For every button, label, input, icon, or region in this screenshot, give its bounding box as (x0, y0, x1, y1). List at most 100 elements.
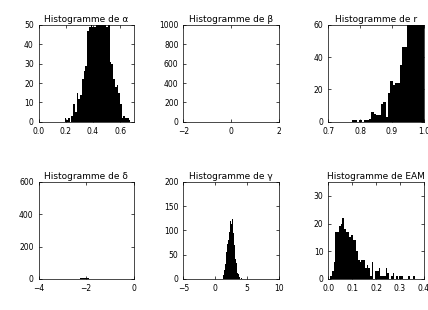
Bar (396, 276, 398, 279)
Bar (89, 27, 91, 122)
Bar (383, 102, 386, 122)
Bar (363, 259, 365, 279)
Bar (87, 31, 89, 122)
Bar (366, 265, 368, 279)
Bar (94, 27, 96, 122)
Bar (122, 118, 123, 122)
Bar (358, 259, 360, 279)
Bar (335, 232, 337, 279)
Title: Histogramme de EAM: Histogramme de EAM (327, 172, 425, 181)
Bar (229, 232, 230, 279)
Bar (115, 87, 116, 122)
Bar (386, 268, 387, 279)
Bar (388, 93, 390, 122)
Bar (376, 115, 378, 122)
Bar (113, 79, 115, 122)
Bar (348, 232, 349, 279)
Bar (339, 226, 341, 279)
Bar (372, 262, 374, 279)
Bar (75, 112, 77, 122)
Bar (344, 229, 346, 279)
Bar (416, 0, 419, 122)
Bar (228, 240, 229, 279)
Bar (375, 271, 377, 279)
Bar (333, 262, 335, 279)
Bar (224, 270, 226, 279)
Bar (125, 118, 127, 122)
Bar (239, 277, 240, 279)
Bar (402, 47, 404, 122)
Bar (390, 82, 393, 122)
Bar (99, 3, 101, 122)
Bar (118, 93, 120, 122)
Bar (81, 278, 83, 279)
Bar (220, 278, 222, 279)
Bar (408, 276, 410, 279)
Bar (78, 99, 80, 122)
Bar (106, 27, 108, 122)
Bar (413, 276, 415, 279)
Bar (234, 245, 235, 279)
Bar (377, 271, 379, 279)
Bar (404, 47, 407, 122)
Title: Histogramme de γ: Histogramme de γ (189, 172, 273, 181)
Bar (65, 118, 66, 122)
Bar (378, 115, 381, 122)
Bar (129, 120, 131, 122)
Bar (387, 273, 389, 279)
Title: Histogramme de δ: Histogramme de δ (44, 172, 128, 181)
Bar (330, 276, 332, 279)
Bar (395, 83, 398, 122)
Bar (352, 120, 354, 122)
Bar (366, 120, 369, 122)
Bar (412, 0, 414, 122)
Bar (360, 120, 362, 122)
Bar (71, 116, 73, 122)
Bar (232, 219, 233, 279)
Bar (110, 62, 111, 122)
Bar (233, 233, 234, 279)
Bar (419, 0, 421, 122)
Bar (120, 104, 122, 122)
Bar (410, 15, 412, 122)
Bar (386, 117, 388, 122)
Bar (127, 118, 129, 122)
Bar (351, 235, 353, 279)
Bar (374, 114, 376, 122)
Bar (223, 275, 224, 279)
Bar (66, 120, 68, 122)
Bar (103, 17, 104, 122)
Bar (353, 240, 354, 279)
Bar (86, 277, 88, 279)
Bar (392, 273, 394, 279)
Bar (371, 112, 374, 122)
Bar (68, 118, 70, 122)
Bar (85, 278, 86, 279)
Bar (337, 232, 339, 279)
Bar (381, 104, 383, 122)
Bar (77, 93, 78, 122)
Bar (368, 268, 370, 279)
Bar (235, 259, 236, 279)
Bar (401, 276, 403, 279)
Title: Histogramme de β: Histogramme de β (189, 15, 273, 24)
Bar (400, 65, 402, 122)
Bar (391, 276, 392, 279)
Bar (238, 274, 239, 279)
Bar (398, 83, 400, 122)
Bar (342, 218, 344, 279)
Bar (92, 27, 94, 122)
Bar (332, 271, 333, 279)
Bar (226, 252, 227, 279)
Bar (407, 22, 410, 122)
Bar (104, 21, 106, 122)
Bar (116, 85, 118, 122)
Title: Histogramme de r: Histogramme de r (335, 15, 417, 24)
Bar (237, 273, 238, 279)
Bar (361, 259, 363, 279)
Bar (364, 120, 366, 122)
Bar (98, 7, 99, 122)
Bar (245, 278, 247, 279)
Bar (108, 25, 110, 122)
Bar (382, 276, 384, 279)
